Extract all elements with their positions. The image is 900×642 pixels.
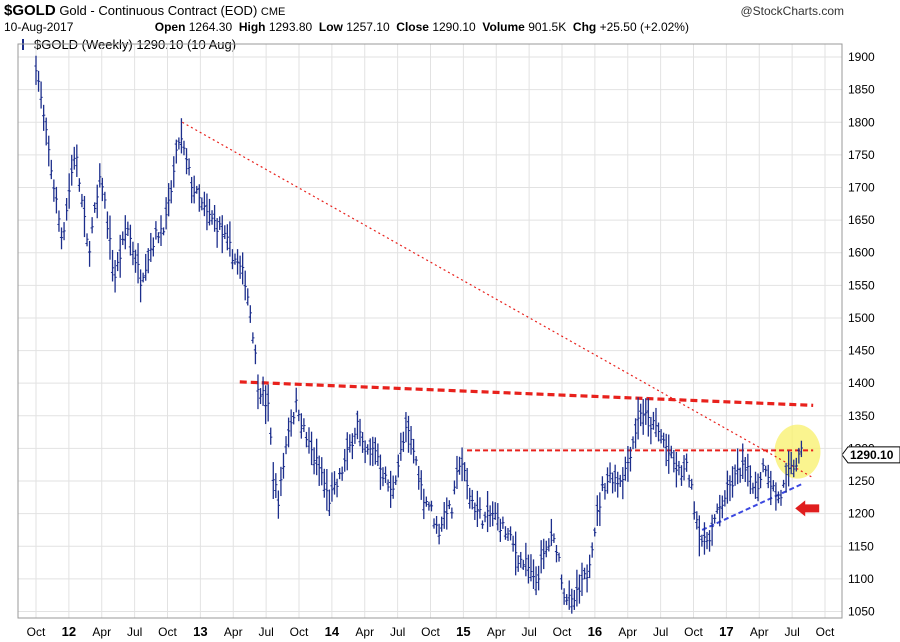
x-tick-label: Apr: [92, 625, 111, 639]
red-arrow-icon: [795, 500, 820, 517]
x-tick-label: 15: [456, 624, 470, 639]
volume-label: Volume: [482, 20, 525, 34]
x-tick-label: Oct: [290, 625, 309, 639]
last-price-label: 1290.10: [841, 446, 900, 464]
x-tick-label: Apr: [618, 625, 637, 639]
volume-value: 901.5K: [528, 20, 567, 34]
y-tick-label: 1450: [848, 344, 875, 358]
chg-label: Chg: [572, 20, 597, 34]
y-tick-label: 1550: [848, 278, 875, 292]
chart-header: $GOLD Gold - Continuous Contract (EOD) C…: [0, 0, 900, 40]
high-value: 1293.80: [268, 20, 313, 34]
x-tick-label: 16: [588, 624, 602, 639]
plot-frame: [17, 43, 843, 619]
low-label: Low: [318, 20, 343, 34]
x-tick-label: Jul: [784, 625, 799, 639]
high-label: High: [238, 20, 266, 34]
y-tick-label: 1900: [848, 50, 875, 64]
y-axis: 1050110011501200125013001350140014501500…: [848, 50, 875, 618]
x-tick-label: Jul: [653, 625, 668, 639]
trendlines: [181, 121, 814, 531]
x-tick-label: Oct: [816, 625, 835, 639]
y-tick-label: 1100: [848, 572, 874, 586]
price-bars: [34, 55, 804, 614]
x-tick-label: Jul: [521, 625, 536, 639]
close-label: Close: [396, 20, 429, 34]
y-tick-label: 1200: [848, 507, 875, 521]
open-label: Open: [154, 20, 186, 34]
y-tick-label: 1150: [848, 539, 874, 553]
y-tick-label: 1750: [848, 148, 875, 162]
x-tick-label: Oct: [158, 625, 177, 639]
y-tick-label: 1400: [848, 376, 875, 390]
exchange: CME: [260, 6, 286, 18]
y-tick-label: 1350: [848, 409, 875, 423]
quote-date: 10-Aug-2017: [4, 20, 74, 34]
low-value: 1257.10: [346, 20, 390, 34]
x-tick-label: Jul: [127, 625, 142, 639]
arrow-shape: [795, 500, 820, 517]
y-tick-label: 1700: [848, 181, 875, 195]
x-tick-label: Oct: [27, 625, 46, 639]
grid: [18, 44, 842, 618]
trendline-red: [239, 380, 814, 407]
stockcharts-brand[interactable]: @StockCharts.com: [740, 4, 844, 18]
x-tick-label: Apr: [355, 625, 374, 639]
x-tick-label: Oct: [421, 625, 440, 639]
x-tick-label: Apr: [750, 625, 769, 639]
trendline-blue: [701, 483, 802, 531]
open-value: 1264.30: [188, 20, 233, 34]
x-axis: Oct 12 Apr Jul Oct 13 Apr Jul Oct 14 Apr Jul Oct 15 Ap…: [27, 624, 835, 639]
y-tick-label: 1050: [848, 604, 875, 618]
description: Gold - Continuous Contract (EOD): [59, 3, 258, 18]
x-tick-label: 17: [719, 624, 733, 639]
x-tick-label: Apr: [487, 625, 506, 639]
highlight-circle: [774, 424, 821, 479]
y-tick-label: 1250: [848, 474, 875, 488]
x-tick-label: 13: [193, 624, 207, 639]
y-tick-label: 1600: [848, 246, 875, 260]
x-tick-label: 12: [62, 624, 76, 639]
y-tick-label: 1500: [848, 311, 875, 325]
trendline-red: [181, 121, 814, 479]
x-tick-label: Jul: [390, 625, 405, 639]
chg-value: +25.50 (+2.02%): [599, 20, 689, 34]
x-tick-label: Jul: [258, 625, 273, 639]
last-price-text: 1290.10: [850, 448, 894, 462]
quote-row: 10-Aug-2017 Open 1264.30 High 1293.80 Lo…: [4, 20, 689, 34]
y-tick-label: 1650: [848, 213, 875, 227]
x-tick-label: 14: [325, 624, 340, 639]
x-tick-label: Apr: [224, 625, 243, 639]
close-value: 1290.10: [432, 20, 476, 34]
x-tick-label: Oct: [553, 625, 572, 639]
last-price-tag: [841, 446, 900, 464]
x-tick-label: Oct: [684, 625, 703, 639]
y-tick-label: 1850: [848, 83, 875, 97]
title-row: $GOLD Gold - Continuous Contract (EOD) C…: [4, 2, 285, 19]
y-tick-label: 1800: [848, 115, 875, 129]
symbol: $GOLD: [4, 2, 56, 19]
